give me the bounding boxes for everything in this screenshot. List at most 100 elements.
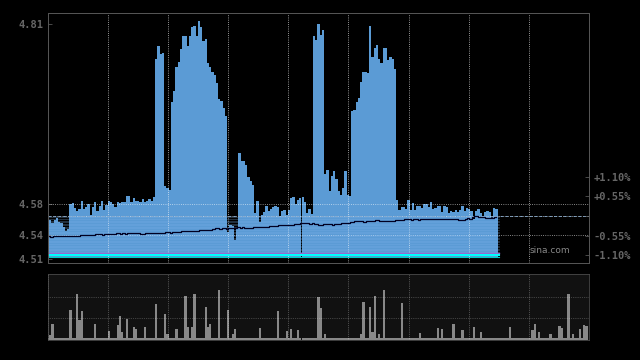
Bar xyxy=(63,227,65,257)
Bar xyxy=(540,338,543,340)
Bar xyxy=(144,202,146,257)
Bar xyxy=(417,206,419,257)
Bar xyxy=(464,211,466,257)
Bar xyxy=(488,212,491,257)
Bar xyxy=(378,59,380,257)
Bar xyxy=(140,202,141,257)
Bar xyxy=(191,327,193,340)
Bar xyxy=(369,26,371,257)
Bar xyxy=(362,72,365,257)
Bar xyxy=(360,334,362,340)
Bar xyxy=(441,329,444,340)
Bar xyxy=(166,334,168,340)
Bar xyxy=(250,181,252,257)
Bar xyxy=(435,208,436,257)
Bar xyxy=(81,201,83,257)
Bar xyxy=(387,60,389,257)
Bar xyxy=(252,338,254,340)
Bar xyxy=(374,296,376,340)
Bar xyxy=(99,206,101,257)
Bar xyxy=(317,297,319,340)
Bar xyxy=(466,208,468,257)
Bar xyxy=(313,338,315,340)
Bar xyxy=(586,326,588,340)
Bar xyxy=(518,338,520,340)
Bar xyxy=(491,218,493,257)
Bar xyxy=(236,338,239,340)
Bar xyxy=(470,211,473,257)
Bar xyxy=(412,338,414,340)
Bar xyxy=(297,330,300,340)
Bar xyxy=(340,338,342,340)
Bar xyxy=(389,338,392,340)
Bar xyxy=(563,338,565,340)
Bar xyxy=(101,338,103,340)
Bar xyxy=(547,338,549,340)
Bar xyxy=(198,21,200,257)
Bar xyxy=(435,338,436,340)
Bar xyxy=(475,211,477,257)
Bar xyxy=(69,204,72,257)
Bar xyxy=(536,338,538,340)
Bar xyxy=(452,212,455,257)
Bar xyxy=(146,201,148,257)
Bar xyxy=(132,327,135,340)
Bar xyxy=(124,202,125,257)
Bar xyxy=(187,45,189,257)
Bar xyxy=(106,205,108,257)
Bar xyxy=(297,200,300,257)
Bar xyxy=(272,207,275,257)
Bar xyxy=(187,327,189,340)
Bar xyxy=(173,91,175,257)
Bar xyxy=(482,216,484,257)
Bar xyxy=(319,35,322,257)
Bar xyxy=(351,111,353,257)
Bar xyxy=(279,338,281,340)
Bar xyxy=(124,338,125,340)
Bar xyxy=(207,63,209,257)
Bar xyxy=(410,338,412,340)
Bar xyxy=(292,338,295,340)
Bar xyxy=(561,328,563,340)
Text: sina.com: sina.com xyxy=(529,246,570,255)
Bar xyxy=(175,67,177,257)
Bar xyxy=(295,338,297,340)
Bar xyxy=(577,338,579,340)
Bar xyxy=(211,338,214,340)
Bar xyxy=(470,338,473,340)
Bar xyxy=(94,202,97,257)
Bar xyxy=(60,338,63,340)
Bar xyxy=(193,26,196,257)
Bar xyxy=(344,338,347,340)
Bar xyxy=(180,338,182,340)
Bar xyxy=(184,296,187,340)
Bar xyxy=(223,338,225,340)
Bar xyxy=(232,334,234,340)
Bar xyxy=(106,338,108,340)
Bar xyxy=(432,208,435,257)
Bar xyxy=(144,327,146,340)
Bar xyxy=(162,53,164,257)
Bar xyxy=(141,199,144,257)
Bar xyxy=(344,171,347,257)
Bar xyxy=(281,338,284,340)
Bar xyxy=(88,338,90,340)
Bar xyxy=(509,327,511,340)
Bar xyxy=(502,338,504,340)
Bar xyxy=(349,338,351,340)
Bar xyxy=(570,338,572,340)
Bar xyxy=(572,334,574,340)
Bar xyxy=(461,206,464,257)
Bar xyxy=(229,338,232,340)
Bar xyxy=(342,188,344,257)
Bar xyxy=(47,338,49,340)
Bar xyxy=(365,338,367,340)
Bar xyxy=(115,338,116,340)
Bar xyxy=(135,201,137,257)
Bar xyxy=(306,338,308,340)
Bar xyxy=(263,212,266,257)
Bar xyxy=(184,36,187,257)
Bar xyxy=(349,196,351,257)
Bar xyxy=(335,179,337,257)
Bar xyxy=(421,338,423,340)
